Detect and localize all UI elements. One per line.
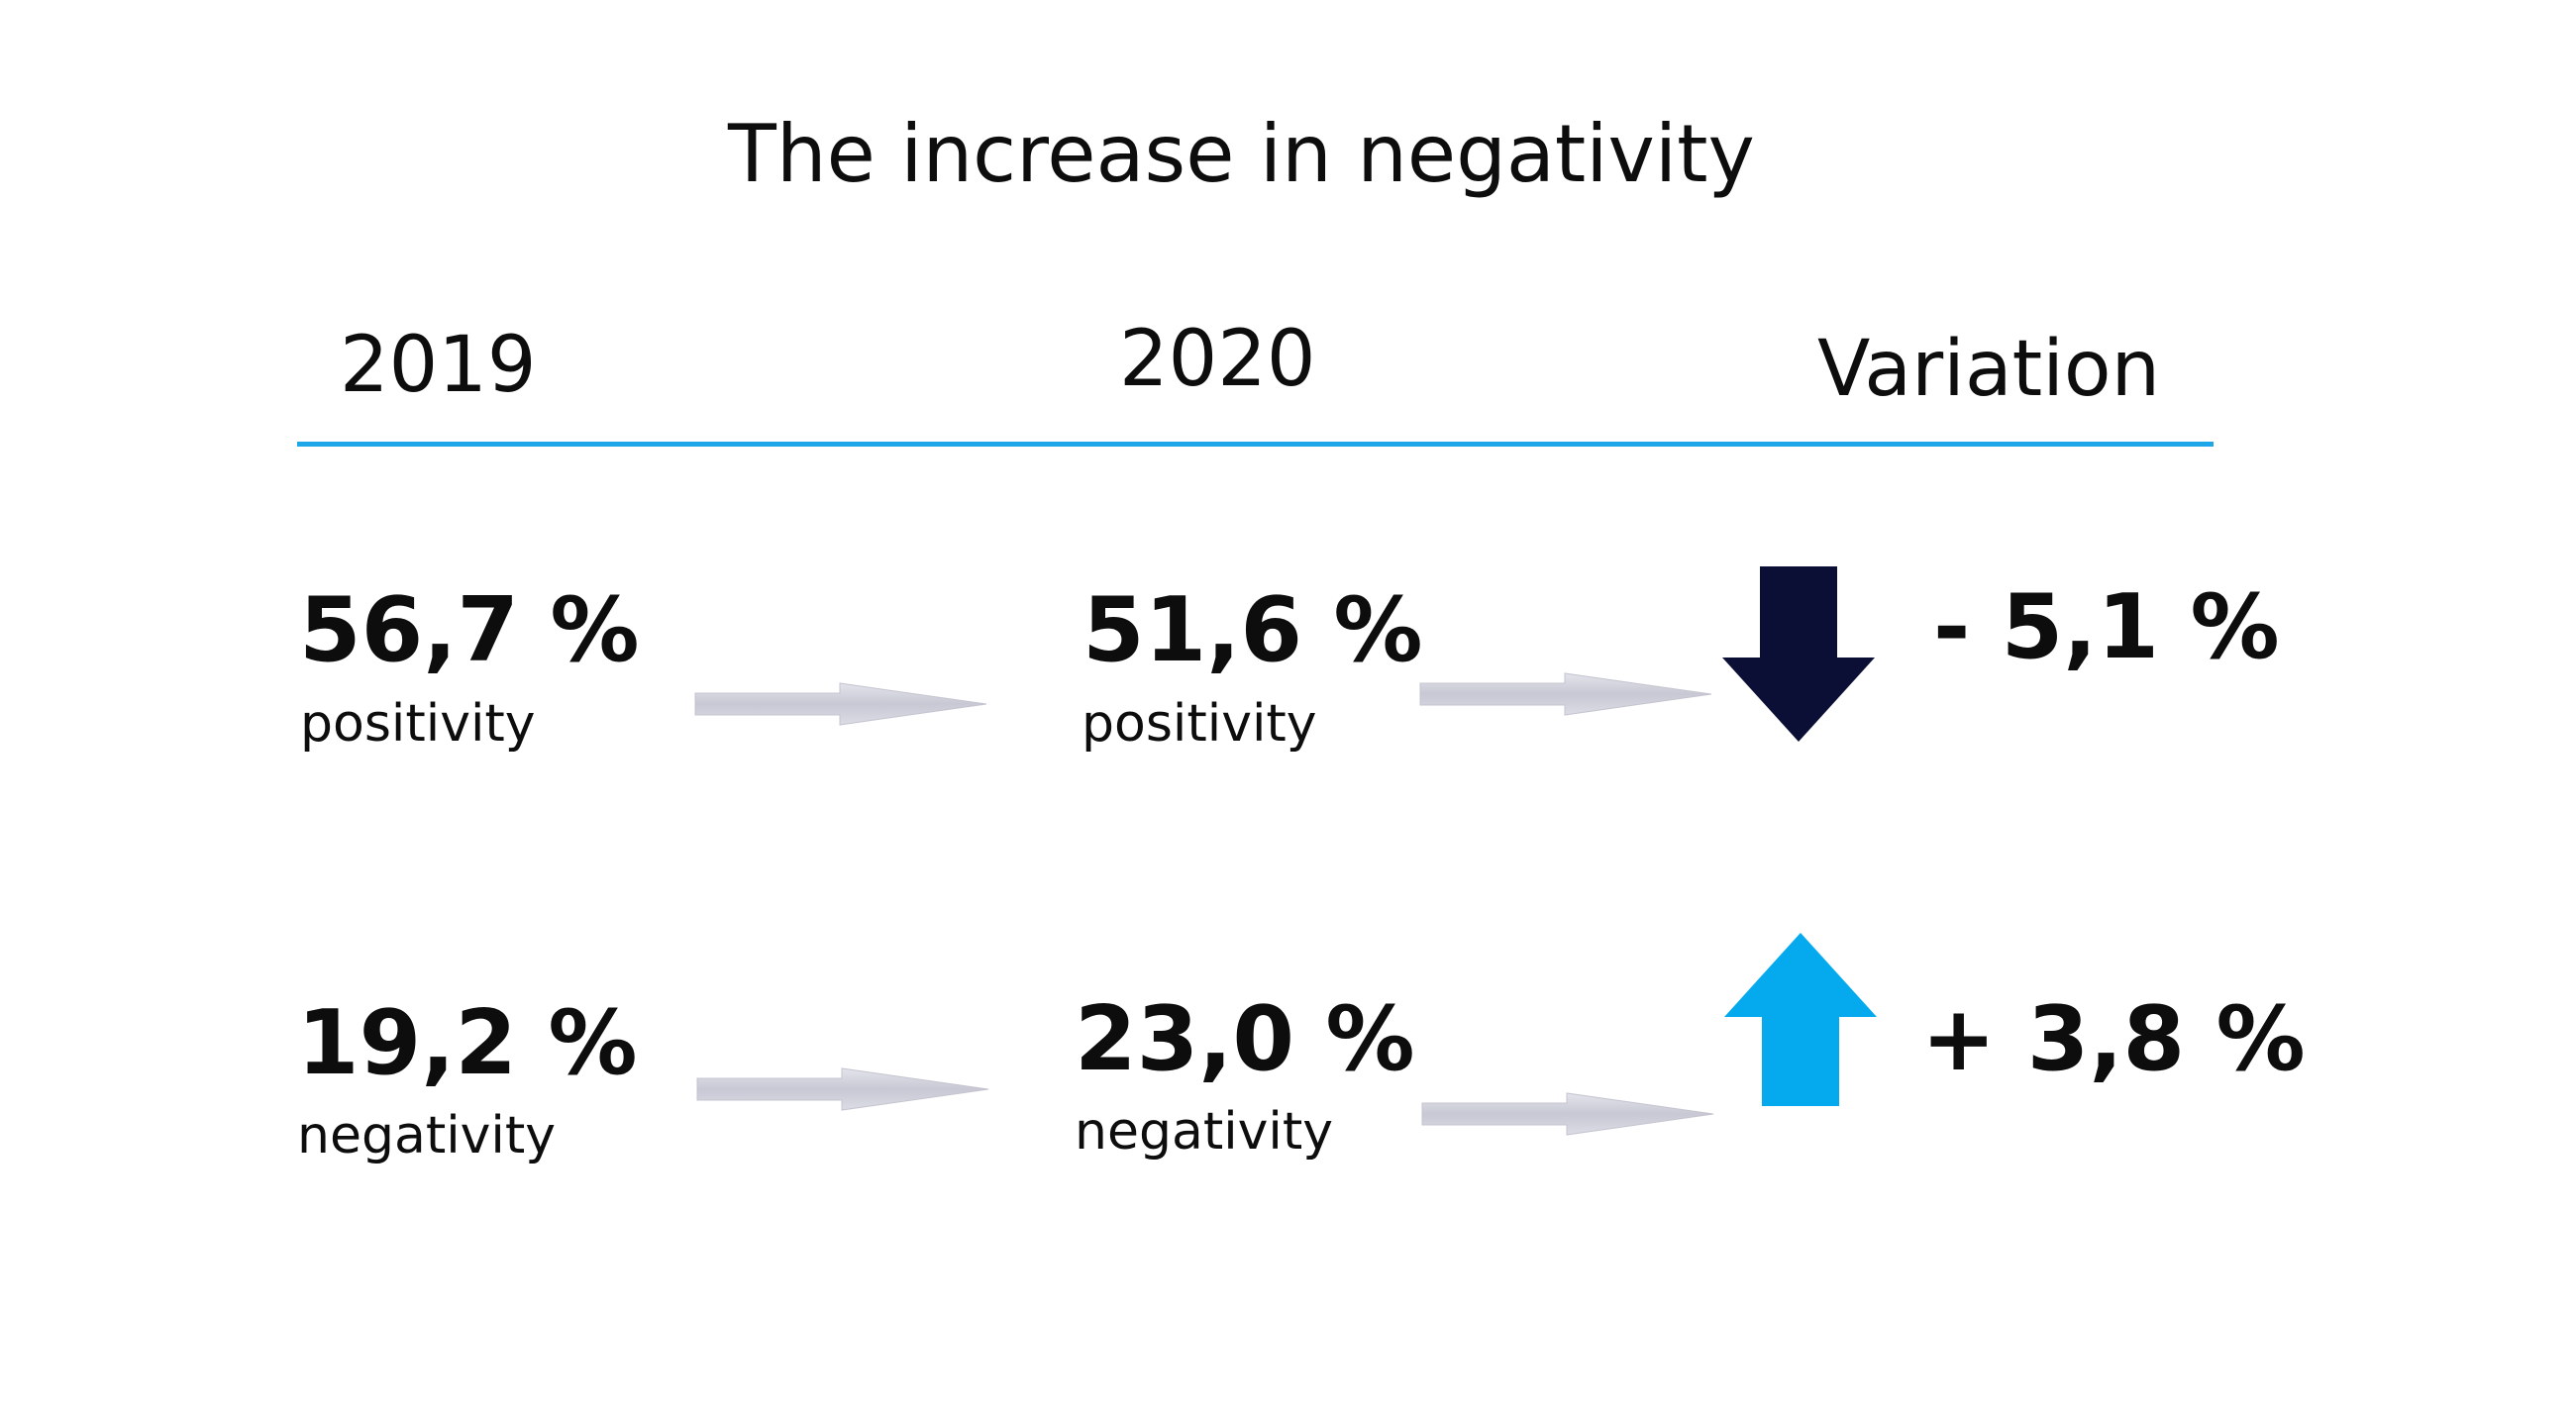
page-title: The increase in negativity [728, 108, 1755, 200]
positivity-variation: - 5,1 % [1933, 575, 2280, 679]
positivity-2020-label: positivity [1082, 694, 1317, 754]
negativity-2019-value: 19,2 % [297, 991, 638, 1095]
right-arrow-icon [696, 1067, 989, 1111]
negativity-variation: + 3,8 % [1921, 987, 2306, 1091]
positivity-2020-value: 51,6 % [1082, 578, 1423, 682]
right-arrow-icon [694, 682, 987, 726]
negativity-2020-value: 23,0 % [1075, 987, 1415, 1091]
down-arrow-icon [1722, 566, 1875, 742]
header-variation: Variation [1817, 325, 2161, 414]
right-arrow-icon [1419, 672, 1712, 716]
right-arrow-icon [1421, 1092, 1714, 1136]
up-arrow-icon [1724, 933, 1877, 1106]
header-divider [297, 442, 2214, 447]
header-2020: 2020 [1119, 315, 1316, 404]
positivity-2019-value: 56,7 % [299, 578, 640, 682]
negativity-2019-label: negativity [297, 1106, 557, 1165]
positivity-2019-label: positivity [300, 694, 536, 754]
header-2019: 2019 [340, 321, 537, 410]
negativity-2020-label: negativity [1075, 1102, 1334, 1162]
